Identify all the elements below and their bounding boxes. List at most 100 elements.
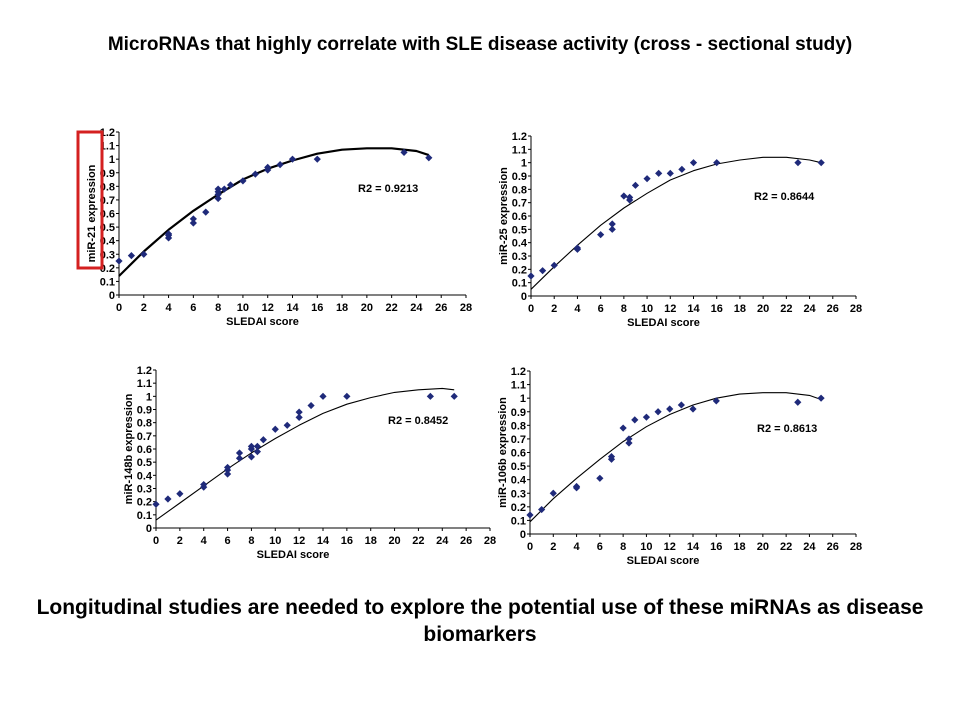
y-tick-label: 0.5 [512,224,527,236]
data-point [573,244,582,252]
data-point [654,408,662,416]
data-point [794,398,802,406]
x-tick-label: 14 [286,302,299,314]
data-point [689,159,698,167]
y-tick-label: 0 [109,290,115,302]
data-point [276,161,284,169]
y-axis-label: miR-148b expression [123,393,135,504]
data-point [655,169,663,177]
y-tick-label: 0.4 [137,470,153,482]
data-point [235,454,244,462]
data-point [607,452,616,461]
x-tick-label: 16 [711,303,723,315]
x-tick-label: 22 [780,303,792,315]
x-tick-label: 28 [850,541,862,553]
data-point [689,405,697,413]
x-tick-label: 8 [248,535,254,547]
x-tick-label: 18 [733,541,745,553]
data-point [625,439,633,447]
data-point [608,225,616,233]
x-tick-label: 16 [710,541,722,553]
x-tick-label: 26 [460,535,472,547]
r-squared-label: R2 = 0.8644 [754,191,815,203]
data-point [202,208,210,216]
x-tick-label: 18 [365,535,377,547]
data-point [223,463,232,472]
x-tick-label: 0 [116,302,122,314]
data-point [127,252,135,260]
data-point [666,405,674,413]
data-point [620,192,628,200]
data-point [619,424,627,432]
y-tick-label: 1 [520,393,526,405]
x-tick-label: 24 [803,303,816,315]
x-tick-label: 14 [317,535,330,547]
x-tick-label: 6 [225,535,231,547]
y-tick-label: 0.8 [512,184,527,196]
data-point [220,185,228,193]
y-tick-label: 0.6 [512,211,527,223]
y-tick-label: 0.3 [512,251,527,263]
data-point [247,442,256,450]
y-tick-label: 1.2 [100,127,115,139]
x-tick-label: 22 [386,302,398,314]
x-tick-label: 14 [687,303,700,315]
trend-curve [530,156,822,290]
x-tick-label: 4 [201,535,208,547]
x-axis-label: SLEDAI score [627,317,700,329]
x-tick-label: 0 [527,541,533,553]
data-point [200,480,208,489]
x-tick-label: 10 [640,541,652,553]
data-point [596,474,604,482]
x-tick-label: 18 [336,302,348,314]
x-tick-label: 12 [664,303,676,315]
highlight-box [76,130,104,270]
y-tick-label: 0.1 [100,276,115,288]
y-tick-label: 1.1 [137,378,152,390]
data-point [271,425,279,433]
data-point [538,505,546,514]
data-point [319,392,327,400]
x-tick-label: 20 [388,535,400,547]
x-tick-label: 2 [177,535,183,547]
data-point [527,272,535,280]
x-tick-label: 8 [620,541,626,553]
y-tick-label: 0.9 [511,407,526,419]
footer-text: Longitudinal studies are needed to explo… [36,596,924,646]
data-point [140,250,148,258]
x-tick-label: 14 [687,541,700,553]
r-squared-label: R2 = 0.8452 [388,415,448,427]
y-tick-label: 0.6 [137,444,152,456]
data-point [425,154,433,162]
y-axis-label: miR-25 expression [498,167,510,265]
y-tick-label: 0.7 [511,434,526,446]
y-tick-label: 1.2 [511,366,526,378]
x-tick-label: 20 [757,303,769,315]
y-tick-label: 0.8 [100,181,115,193]
data-point [678,165,686,173]
data-point [176,490,184,498]
data-point [259,436,267,444]
data-point [253,448,261,456]
data-point [295,413,303,421]
data-point [307,401,315,410]
chart-4: 00.10.20.30.40.50.60.70.80.911.11.20 2 4 6 8… [497,366,862,567]
x-tick-label: 4 [166,302,173,314]
x-tick-label: 10 [641,303,653,315]
y-tick-label: 1 [109,154,115,166]
x-tick-label: 22 [412,535,424,547]
r-squared-label: R2 = 0.8613 [757,423,817,435]
y-tick-label: 0.5 [511,461,526,473]
data-point [631,416,639,424]
data-point [189,219,197,227]
y-tick-label: 0.5 [100,222,115,234]
data-point [288,155,297,163]
y-tick-label: 0.4 [100,236,116,248]
data-point [264,163,272,171]
data-point [677,401,685,409]
x-tick-label: 2 [550,541,556,553]
y-tick-label: 1.2 [137,365,152,377]
x-tick-label: 22 [780,541,792,553]
data-point [235,449,244,457]
